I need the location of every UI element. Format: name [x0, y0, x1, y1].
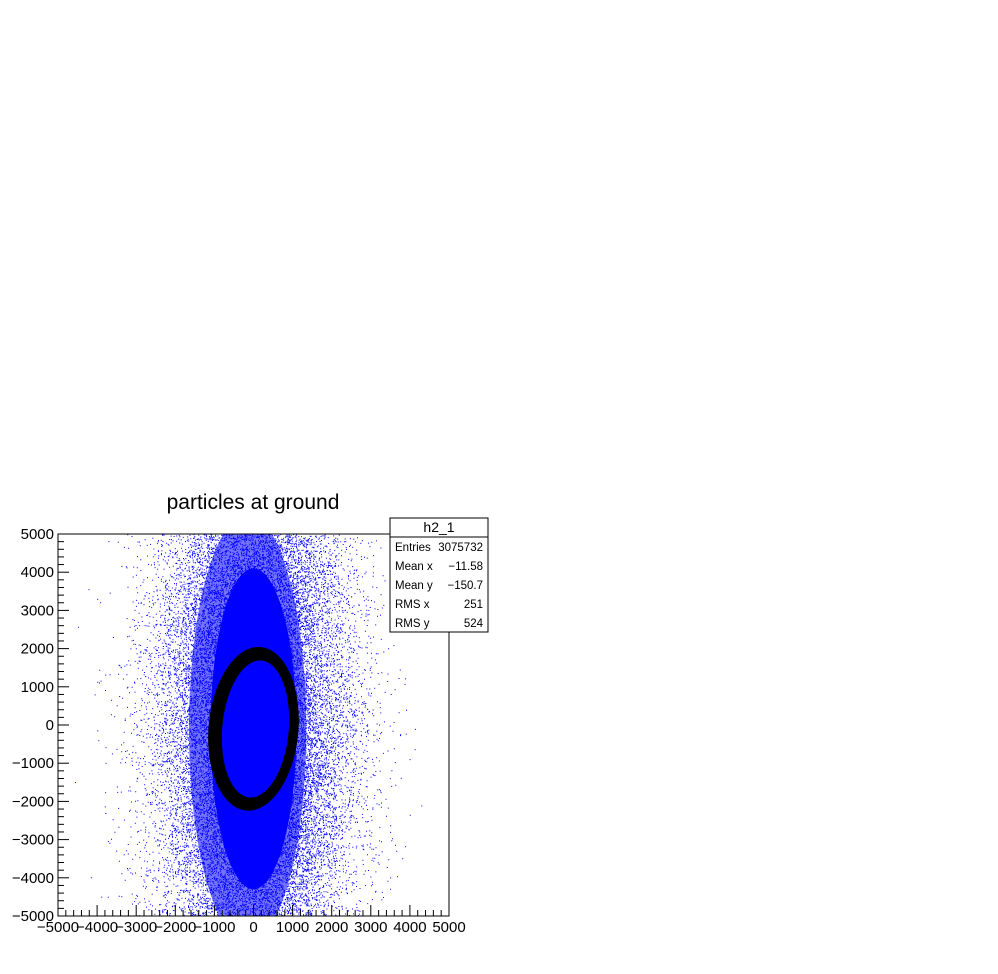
x-tick-label: 4000 — [393, 919, 426, 936]
y-tick-label: 1000 — [21, 679, 54, 696]
x-tick-label: −2000 — [154, 919, 196, 936]
stats-value-rms-y: 524 — [464, 618, 484, 630]
y-tick-label: 3000 — [21, 602, 54, 619]
stats-label-rms-x: RMS x — [395, 599, 430, 611]
stats-label-mean-x: Mean x — [395, 561, 433, 573]
stats-label-entries: Entries — [395, 542, 431, 554]
stats-box: h2_1 Entries 3075732 Mean x −11.58 Mean … — [389, 517, 489, 633]
x-axis: −5000−4000−3000−2000−1000 0 1000 2000 3000 40… — [37, 905, 466, 936]
dense-ring — [208, 646, 299, 811]
y-tick-label: −3000 — [12, 832, 54, 849]
y-tick-label: −5000 — [12, 908, 54, 925]
y-tick-label: −1000 — [12, 755, 54, 772]
y-tick-label: 4000 — [21, 564, 54, 581]
y-tick-label: 2000 — [21, 641, 54, 658]
x-tick-label: −3000 — [115, 919, 157, 936]
y-axis: −5000 −4000 −3000 −2000 −1000 0 1000 2000 3000 40… — [12, 526, 69, 925]
x-tick-label: −5000 — [37, 919, 79, 936]
stats-title: h2_1 — [423, 519, 454, 535]
x-tick-label: 2000 — [315, 919, 348, 936]
stats-value-entries: 3075732 — [438, 542, 483, 554]
y-tick-label: −4000 — [12, 870, 54, 887]
chart-title: particles at ground — [167, 491, 340, 514]
stats-value-mean-x: −11.58 — [448, 561, 483, 573]
x-tick-label: 0 — [249, 919, 257, 936]
stats-value-rms-x: 251 — [464, 599, 483, 611]
x-tick-label: −1000 — [193, 919, 235, 936]
stats-label-mean-y: Mean y — [395, 580, 433, 592]
stats-value-mean-y: −150.7 — [448, 580, 484, 592]
x-tick-label: 3000 — [354, 919, 387, 936]
y-tick-label: −2000 — [12, 793, 54, 810]
ring-inner — [221, 660, 290, 798]
x-tick-label: 5000 — [432, 919, 465, 936]
y-tick-label: 5000 — [21, 526, 54, 543]
stats-label-rms-y: RMS y — [395, 618, 430, 630]
x-tick-label: −4000 — [76, 919, 118, 936]
x-tick-label: 1000 — [276, 919, 309, 936]
y-tick-label: 0 — [46, 717, 54, 734]
